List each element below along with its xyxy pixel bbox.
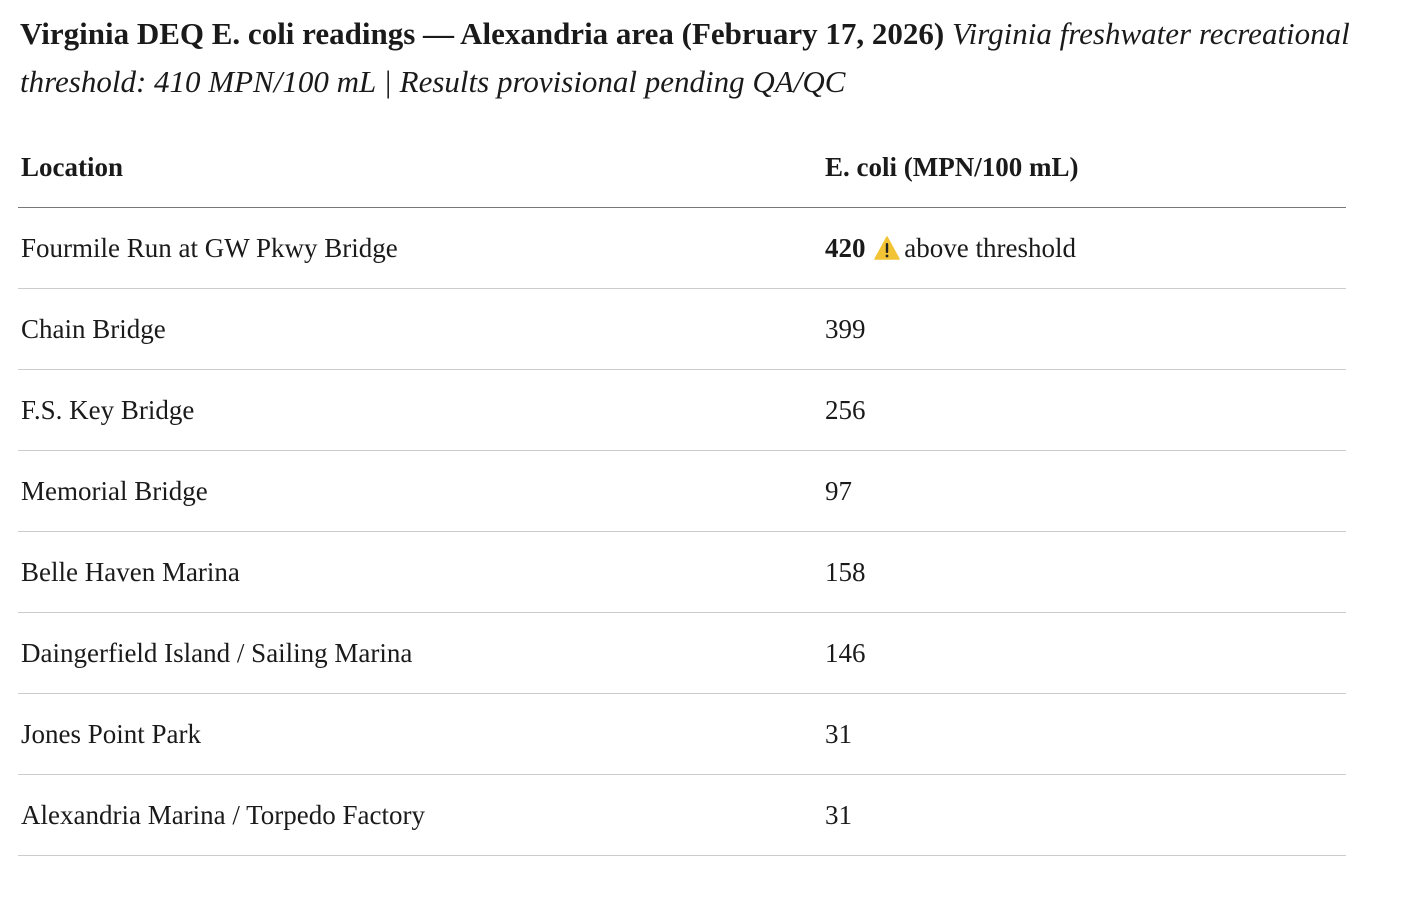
value-cell: 256: [825, 369, 1346, 451]
warning-icon: [874, 235, 900, 260]
location-cell: Chain Bridge: [18, 288, 825, 370]
table-row: Jones Point Park 31: [18, 693, 1346, 775]
location-cell: F.S. Key Bridge: [18, 369, 825, 451]
location-cell: Jones Point Park: [18, 693, 825, 775]
table-row: F.S. Key Bridge 256: [18, 369, 1346, 451]
table-row: Fourmile Run at GW Pkwy Bridge 420 above…: [18, 207, 1346, 289]
value-cell: 420 above threshold: [825, 207, 1346, 289]
location-cell: Fourmile Run at GW Pkwy Bridge: [18, 207, 825, 289]
table-row: Chain Bridge 399: [18, 288, 1346, 370]
value-cell: 146: [825, 612, 1346, 694]
location-cell: Daingerfield Island / Sailing Marina: [18, 612, 825, 694]
caption-title: Virginia DEQ E. coli readings — Alexandr…: [20, 16, 945, 51]
value-cell: 97: [825, 450, 1346, 532]
value-number: 420: [825, 232, 866, 263]
location-cell: Memorial Bridge: [18, 450, 825, 532]
value-cell: 399: [825, 288, 1346, 370]
ecoli-table: Location E. coli (MPN/100 mL) Fourmile R…: [18, 128, 1346, 856]
header-location: Location: [18, 128, 825, 208]
value-cell: 31: [825, 774, 1346, 856]
caption-subtitle: Virginia freshwater recreational thresho…: [20, 16, 1350, 99]
table-caption: Virginia DEQ E. coli readings — Alexandr…: [20, 10, 1360, 106]
threshold-note: above threshold: [904, 232, 1076, 263]
value-cell: 158: [825, 531, 1346, 613]
location-cell: Alexandria Marina / Torpedo Factory: [18, 774, 825, 856]
header-ecoli: E. coli (MPN/100 mL): [825, 128, 1346, 208]
table-row: Belle Haven Marina 158: [18, 531, 1346, 613]
value-cell: 31: [825, 693, 1346, 775]
table-row: Memorial Bridge 97: [18, 450, 1346, 532]
table-row: Daingerfield Island / Sailing Marina 146: [18, 612, 1346, 694]
location-cell: Belle Haven Marina: [18, 531, 825, 613]
table-row: Alexandria Marina / Torpedo Factory 31: [18, 774, 1346, 856]
header-row: Location E. coli (MPN/100 mL): [18, 128, 1346, 208]
